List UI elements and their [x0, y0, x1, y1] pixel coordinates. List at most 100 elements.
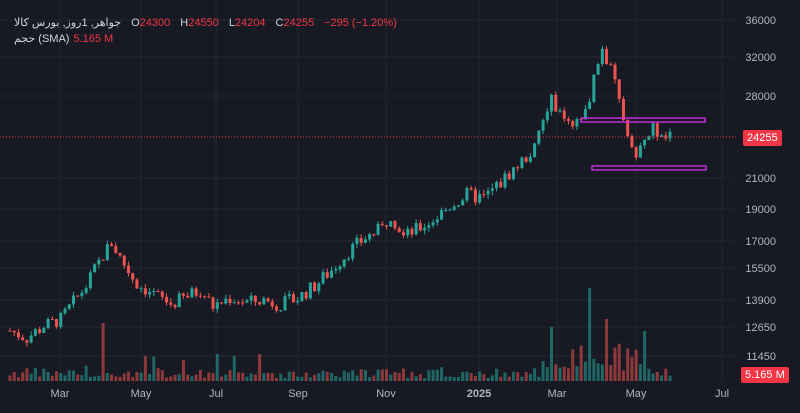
volume-bar	[16, 377, 20, 381]
last-price-badge: 24255	[743, 130, 782, 146]
candle-body	[613, 64, 617, 80]
volume-bar	[165, 377, 169, 381]
candle-body	[545, 111, 549, 121]
volume-bar	[461, 371, 465, 381]
candle-body	[499, 181, 503, 188]
candle-body	[605, 48, 609, 65]
candle-body	[511, 167, 515, 180]
volume-bar	[76, 374, 80, 381]
volume-bar	[541, 361, 545, 381]
candle-body	[33, 329, 37, 336]
candle-body	[76, 295, 80, 297]
volume-bar	[448, 376, 452, 381]
volume-bar	[558, 367, 562, 381]
volume-bar	[84, 365, 88, 381]
volume-bar	[63, 375, 67, 381]
volume-bar	[71, 370, 75, 381]
candle-body	[258, 301, 262, 305]
volume-bar	[122, 373, 126, 381]
candle-body	[241, 302, 245, 304]
candle-body	[165, 296, 169, 303]
volume-bar	[393, 371, 397, 381]
candle-body	[503, 173, 507, 188]
chart-legend: جواهر, 1روز, بورس کالا O24300 H24550 L24…	[14, 15, 397, 47]
candle-body	[406, 228, 410, 236]
volume-bar	[351, 370, 355, 381]
volume-bar	[194, 374, 198, 381]
candle-body	[486, 190, 490, 195]
volume-bar	[655, 371, 659, 381]
candle-body	[207, 296, 211, 298]
candle-body	[131, 273, 135, 280]
candle-body	[461, 200, 465, 206]
candle-body	[638, 145, 642, 158]
volume-bar	[583, 361, 587, 381]
volume-bar	[566, 368, 570, 381]
volume-bar	[372, 375, 376, 381]
candle-body	[363, 239, 367, 243]
candle-body	[541, 120, 545, 131]
candle-body	[160, 291, 164, 297]
volume-value: 5.165 M	[73, 33, 114, 45]
candle-body	[410, 228, 414, 235]
volume-bar	[160, 370, 164, 381]
candle-body	[215, 302, 219, 309]
candle-body	[550, 94, 554, 112]
candle-body	[236, 302, 240, 304]
candle-body	[583, 109, 587, 120]
candle-body	[634, 147, 638, 158]
volume-bar	[241, 372, 245, 381]
volume-bar	[148, 373, 152, 381]
candle-body	[139, 288, 143, 290]
volume-bar	[346, 372, 350, 381]
volume-bar	[452, 376, 456, 381]
candle-body	[308, 282, 312, 299]
candle-body	[414, 223, 418, 235]
candle-body	[97, 259, 101, 265]
candle-body	[287, 294, 291, 297]
candle-body	[346, 258, 350, 260]
candle-body	[25, 339, 29, 343]
volume-bar	[190, 376, 194, 381]
volume-bar	[321, 370, 325, 381]
candle-body	[630, 136, 634, 148]
volume-bar	[380, 369, 384, 381]
volume-bar	[105, 373, 109, 381]
volume-bar	[67, 370, 71, 381]
candle-body	[465, 188, 469, 201]
candle-body	[279, 310, 283, 312]
volume-bar	[478, 371, 482, 381]
volume-bar	[156, 368, 160, 381]
volume-bar	[342, 370, 346, 381]
candle-body	[397, 228, 401, 233]
candle-body	[355, 237, 359, 244]
candle-body	[211, 297, 215, 309]
y-tick-label: 32000	[745, 52, 776, 64]
candle-body	[448, 209, 452, 211]
candle-body	[110, 244, 114, 247]
open-value: 24300	[139, 17, 171, 29]
volume-bar	[177, 374, 181, 381]
candle-body	[143, 288, 147, 295]
volume-bar	[143, 356, 147, 381]
candle-body	[482, 194, 486, 196]
volume-bar	[647, 368, 651, 381]
volume-bar	[431, 369, 435, 381]
x-tick-label: Nov	[376, 388, 396, 400]
volume-bar	[571, 349, 575, 381]
volume-bar	[198, 369, 202, 381]
volume-bar	[135, 371, 139, 381]
volume-bar	[613, 347, 617, 381]
volume-bar	[296, 376, 300, 381]
volume-bar	[638, 364, 642, 381]
candle-body	[38, 329, 42, 333]
volume-bar	[435, 369, 439, 381]
candle-body	[621, 98, 625, 121]
candle-body	[126, 265, 130, 274]
volume-badge: 5.165 M	[741, 367, 789, 383]
candle-body	[562, 110, 566, 119]
candle-body	[516, 167, 520, 169]
volume-bar	[211, 373, 215, 381]
